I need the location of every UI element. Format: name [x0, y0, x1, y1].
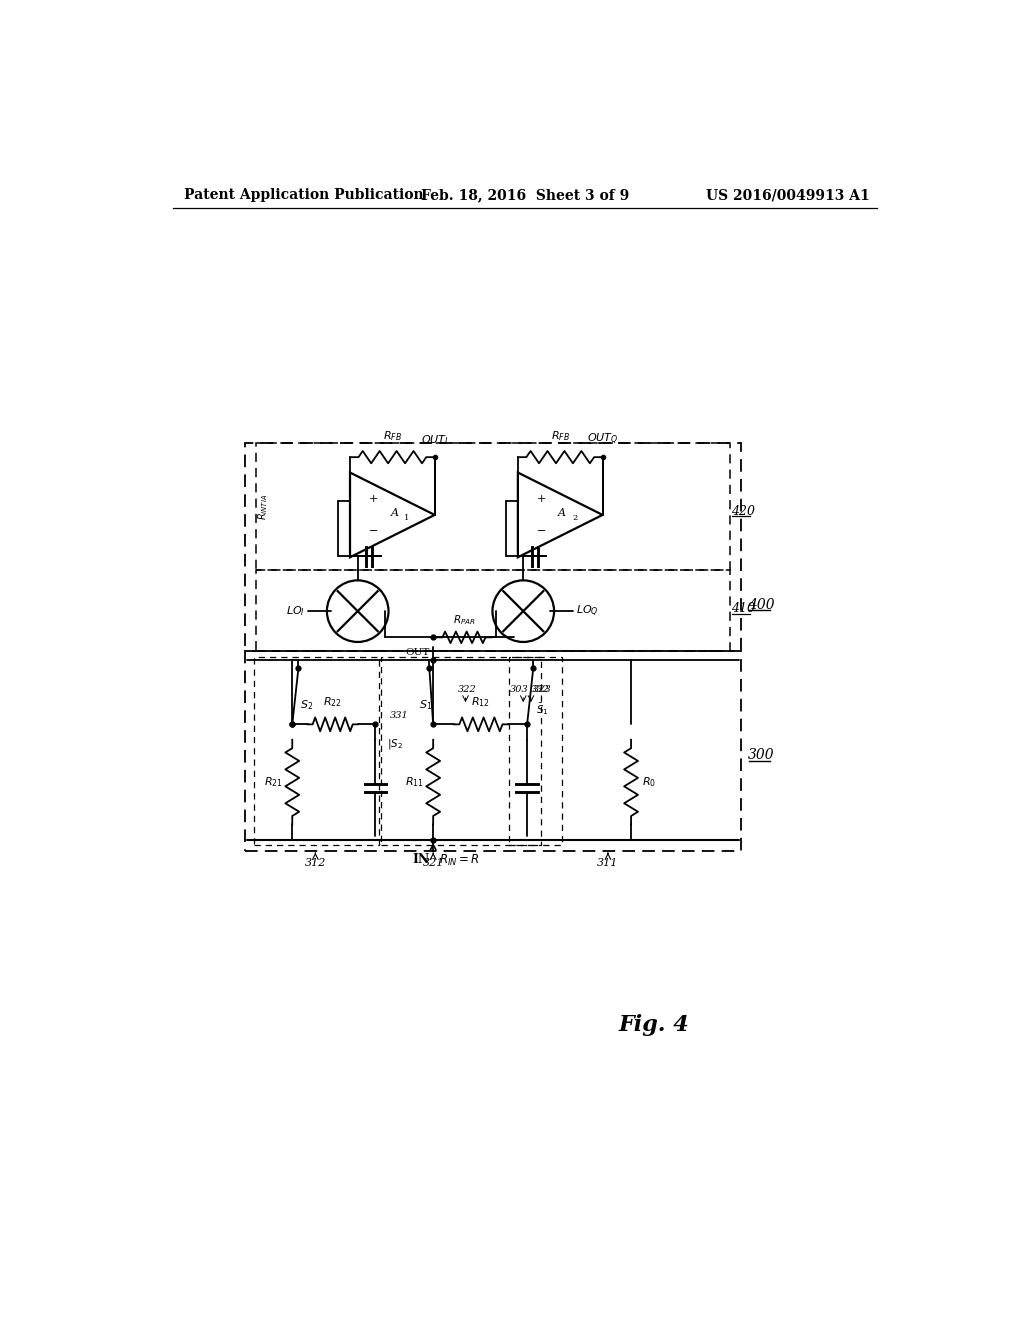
Text: A: A [558, 508, 566, 517]
Text: $R_{22}$: $R_{22}$ [323, 696, 342, 709]
Text: $R_{PAR}$: $R_{PAR}$ [453, 612, 475, 627]
Bar [254, 657, 379, 845]
Text: $LO_I$: $LO_I$ [287, 605, 305, 618]
Text: 303: 303 [510, 685, 528, 694]
Text: $S_2$: $S_2$ [300, 698, 313, 711]
Text: 332: 332 [531, 685, 550, 694]
Text: 311: 311 [597, 858, 618, 867]
Text: $OUT_Q$: $OUT_Q$ [587, 432, 618, 447]
Text: $R_{FB}$: $R_{FB}$ [383, 429, 401, 444]
Text: $R_{21}$: $R_{21}$ [264, 775, 283, 789]
Text: −: − [369, 525, 378, 536]
Bar [256, 570, 730, 651]
Text: Fig. 4: Fig. 4 [618, 1014, 689, 1036]
Text: 322: 322 [458, 685, 476, 694]
Text: 300: 300 [749, 748, 775, 762]
Text: $S_1$: $S_1$ [419, 698, 432, 711]
Text: 400: 400 [749, 598, 775, 612]
Bar [256, 444, 730, 570]
Text: Patent Application Publication: Patent Application Publication [184, 189, 424, 202]
Text: $OUT_I$: $OUT_I$ [421, 433, 449, 447]
Text: 2: 2 [572, 515, 578, 523]
Text: 312: 312 [305, 858, 326, 867]
Text: 331: 331 [390, 710, 409, 719]
Text: 321: 321 [423, 858, 443, 867]
Text: IN: IN [412, 853, 429, 866]
Bar [509, 657, 562, 845]
Text: +: + [369, 494, 378, 504]
Text: $|S_2$: $|S_2$ [387, 737, 402, 751]
Text: −: − [537, 525, 546, 536]
Text: OUT: OUT [404, 648, 429, 656]
Text: $R_{INTIA}$: $R_{INTIA}$ [256, 494, 270, 520]
Text: $LO_Q$: $LO_Q$ [575, 603, 598, 619]
Text: A: A [390, 508, 398, 517]
Text: +: + [537, 494, 546, 504]
Text: $\bar{S}_1$: $\bar{S}_1$ [537, 701, 549, 717]
Text: $R_{12}$: $R_{12}$ [471, 696, 490, 709]
Text: 323: 323 [534, 685, 552, 694]
Text: 410: 410 [731, 602, 755, 615]
Text: 1: 1 [404, 515, 410, 523]
Text: 420: 420 [731, 504, 755, 517]
Text: $R_{IN}=R$: $R_{IN}=R$ [439, 853, 480, 869]
Bar [381, 657, 541, 845]
Bar [245, 444, 741, 651]
Text: $R_{FB}$: $R_{FB}$ [551, 429, 569, 444]
Text: Feb. 18, 2016  Sheet 3 of 9: Feb. 18, 2016 Sheet 3 of 9 [421, 189, 629, 202]
Bar [245, 651, 741, 851]
Text: US 2016/0049913 A1: US 2016/0049913 A1 [706, 189, 869, 202]
Text: $R_{11}$: $R_{11}$ [406, 775, 424, 789]
Text: $R_0$: $R_0$ [642, 775, 656, 789]
